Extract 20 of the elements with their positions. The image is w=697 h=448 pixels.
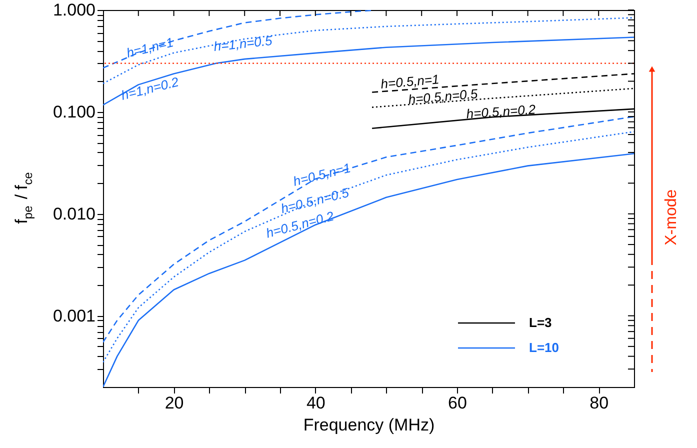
x-axis-title: Frequency (MHz) — [303, 416, 435, 434]
x-tick-label: 60 — [448, 394, 467, 412]
line-series — [103, 36, 634, 106]
text: X-mode — [663, 189, 680, 246]
y-tick-label: 0.001 — [52, 306, 96, 326]
annotation: h=1,n=1 — [124, 34, 175, 61]
x-tick-label: 40 — [306, 394, 326, 412]
y-tick-label: 0.100 — [52, 102, 96, 122]
y-tick-label: 1.000 — [52, 0, 96, 20]
annotation: h=1,n=0.5 — [213, 32, 274, 54]
legend-label: L=3 — [529, 315, 552, 330]
line-series — [103, 10, 373, 69]
x-tick-label: 20 — [164, 394, 184, 412]
legend-label: L=10 — [529, 340, 559, 355]
y-tick-label: 0.010 — [52, 204, 96, 224]
annotation: h=0.5,n=0.2 — [466, 102, 537, 122]
y-axis-title: fpe / fce — [12, 172, 35, 224]
annotation: h=0.5,n=1 — [380, 71, 440, 92]
x-tick-label: 80 — [590, 394, 609, 412]
line-series — [103, 152, 634, 387]
